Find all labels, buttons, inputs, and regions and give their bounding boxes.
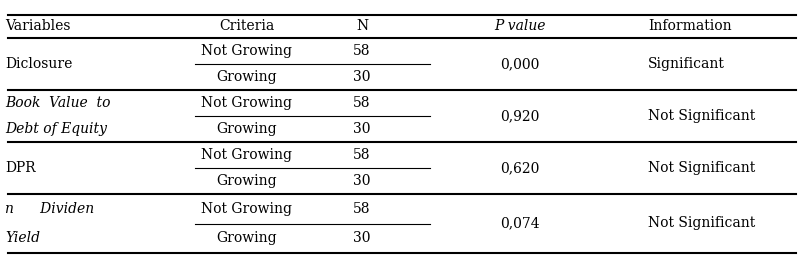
Text: 58: 58	[353, 148, 370, 162]
Text: DPR: DPR	[5, 161, 35, 175]
Text: Not Growing: Not Growing	[202, 96, 292, 110]
Text: Not Significant: Not Significant	[647, 109, 754, 123]
Text: 0,000: 0,000	[499, 57, 539, 71]
Text: 58: 58	[353, 44, 370, 58]
Text: Growing: Growing	[217, 231, 277, 245]
Text: 30: 30	[353, 122, 370, 136]
Text: Information: Information	[647, 20, 731, 34]
Text: Growing: Growing	[217, 122, 277, 136]
Text: Not Growing: Not Growing	[202, 202, 292, 216]
Text: 30: 30	[353, 231, 370, 245]
Text: 58: 58	[353, 96, 370, 110]
Text: Not Growing: Not Growing	[202, 44, 292, 58]
Text: 0,920: 0,920	[499, 109, 539, 123]
Text: Not Significant: Not Significant	[647, 161, 754, 175]
Text: P value: P value	[494, 20, 545, 34]
Text: Not Significant: Not Significant	[647, 217, 754, 230]
Text: Book  Value  to: Book Value to	[5, 96, 110, 110]
Text: 58: 58	[353, 202, 370, 216]
Text: Growing: Growing	[217, 174, 277, 188]
Text: 30: 30	[353, 70, 370, 84]
Text: Not Growing: Not Growing	[202, 148, 292, 162]
Text: N: N	[356, 20, 368, 34]
Text: 0,620: 0,620	[499, 161, 539, 175]
Text: Growing: Growing	[217, 70, 277, 84]
Text: Significant: Significant	[647, 57, 724, 71]
Text: Variables: Variables	[5, 20, 71, 34]
Text: n      Dividen: n Dividen	[5, 202, 94, 216]
Text: 30: 30	[353, 174, 370, 188]
Text: Diclosure: Diclosure	[5, 57, 72, 71]
Text: Yield: Yield	[5, 231, 40, 245]
Text: Debt of Equity: Debt of Equity	[5, 122, 107, 136]
Text: 0,074: 0,074	[499, 217, 539, 230]
Text: Criteria: Criteria	[219, 20, 275, 34]
